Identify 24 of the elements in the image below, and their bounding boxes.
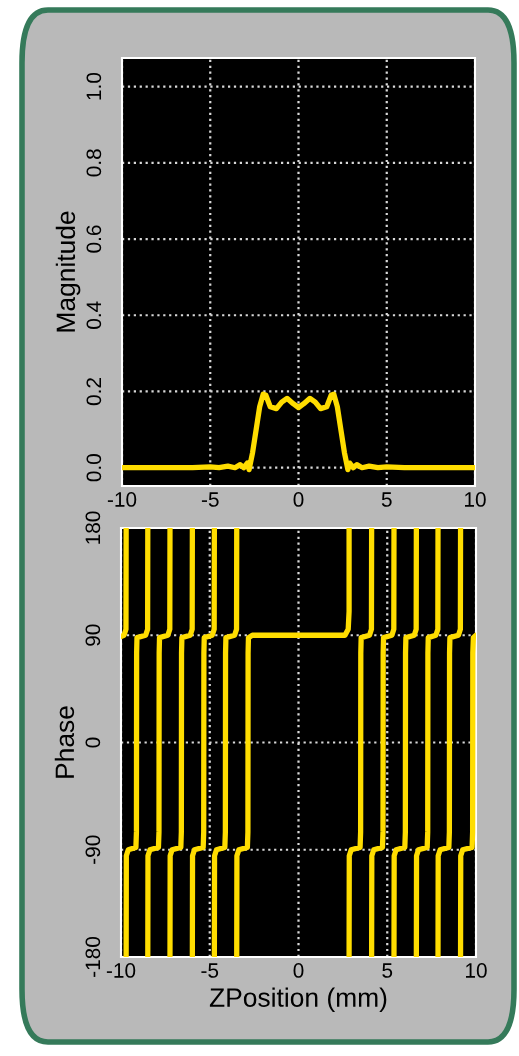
y-tick-label: 0.4 [86,301,102,329]
x-tick-label: 0 [293,963,304,978]
y-tick-label: -180 [85,936,101,977]
y-axis-title: Magnitude [55,211,81,332]
y-tick-label: 0 [85,737,101,748]
x-tick-label: 10 [466,963,487,978]
y-tick-label: 0.6 [86,225,102,253]
y-tick-label: 0.8 [86,149,102,177]
x-tick-label: 0 [293,492,304,507]
x-tick-label: 5 [382,963,393,978]
y-tick-label: 0.2 [86,378,102,406]
y-tick-label: 90 [85,624,101,646]
x-tick-label: 5 [381,492,392,507]
x-tick-label: -5 [201,963,219,978]
y-tick-label: -90 [85,835,101,864]
y-axis-title: Phase [54,706,75,778]
x-tick-label: -10 [107,492,137,507]
x-tick-label: 10 [465,492,486,507]
y-tick-label: 0.0 [86,454,102,482]
y-tick-label: 1.0 [86,72,102,100]
x-tick-label: -10 [106,963,136,978]
y-tick-label: 180 [85,511,101,544]
x-axis-title: ZPosition (mm) [209,987,387,1013]
x-tick-label: -5 [201,492,219,507]
